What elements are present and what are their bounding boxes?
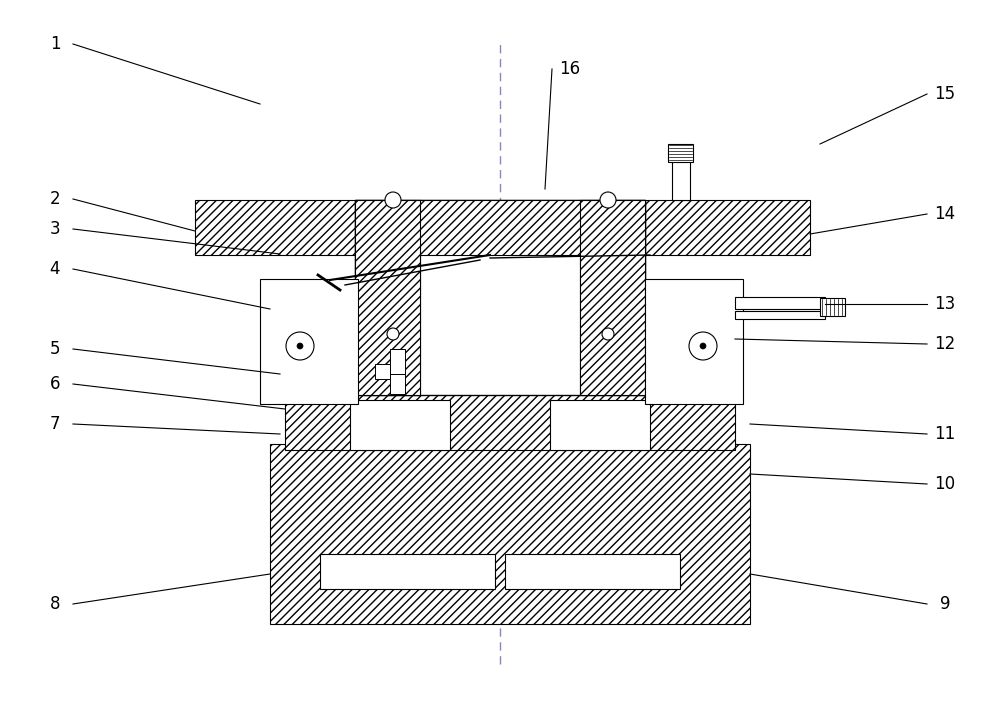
Text: 4: 4 (50, 260, 60, 278)
Bar (355, 200, 420, 395)
Text: 3: 3 (50, 220, 60, 238)
Circle shape (297, 343, 303, 349)
Text: 9: 9 (940, 595, 950, 613)
Circle shape (286, 332, 314, 360)
Bar (820, 298, 845, 316)
Text: 8: 8 (50, 595, 60, 613)
Bar (505, 554, 680, 589)
Bar (270, 444, 750, 624)
Text: 6: 6 (50, 375, 60, 393)
Bar (285, 360, 735, 450)
Bar (375, 364, 390, 379)
Text: 7: 7 (50, 415, 60, 433)
Bar (645, 279, 743, 404)
Text: 2: 2 (50, 190, 60, 208)
Bar (668, 144, 693, 162)
Bar (735, 297, 825, 309)
Bar (672, 160, 690, 200)
Bar (390, 374, 405, 394)
Bar (735, 311, 825, 319)
Text: 11: 11 (934, 425, 956, 443)
Bar (580, 200, 645, 395)
Bar (260, 279, 358, 404)
Circle shape (700, 343, 706, 349)
Text: 10: 10 (934, 475, 956, 493)
Bar (550, 400, 650, 450)
Text: 1: 1 (50, 35, 60, 53)
Bar (355, 200, 420, 395)
Text: 13: 13 (934, 295, 956, 313)
Bar (320, 554, 495, 589)
Bar (350, 400, 450, 450)
Bar (355, 200, 645, 395)
Text: 12: 12 (934, 335, 956, 353)
Circle shape (689, 332, 717, 360)
Bar (195, 200, 810, 255)
Text: 15: 15 (934, 85, 956, 103)
Text: 14: 14 (934, 205, 956, 223)
Circle shape (385, 192, 401, 208)
Circle shape (387, 328, 399, 340)
Text: 16: 16 (559, 60, 581, 78)
Bar (580, 200, 645, 395)
Bar (355, 200, 645, 255)
Circle shape (600, 192, 616, 208)
Circle shape (602, 328, 614, 340)
Text: 5: 5 (50, 340, 60, 358)
Bar (390, 349, 405, 374)
